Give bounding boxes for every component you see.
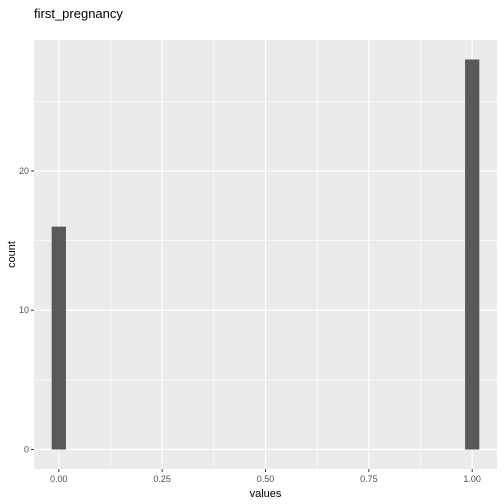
x-tick-label: 0.25 <box>153 474 171 484</box>
bars <box>51 59 480 450</box>
y-tick-label: 0 <box>24 445 29 455</box>
x-tick-label: 0.00 <box>50 474 68 484</box>
x-tick-label: 1.00 <box>463 474 481 484</box>
y-axis-title: count <box>6 241 18 268</box>
chart-title: first_pregnancy <box>34 6 123 21</box>
major-gridlines <box>34 40 497 469</box>
bar <box>465 59 480 450</box>
y-axis-ticks: 0 10 20 <box>19 166 34 455</box>
x-axis-title: values <box>250 488 282 500</box>
x-tick-label: 0.50 <box>257 474 275 484</box>
y-tick-label: 10 <box>19 305 29 315</box>
bar <box>51 226 66 450</box>
x-tick-label: 0.75 <box>360 474 378 484</box>
x-axis-ticks: 0.00 0.25 0.50 0.75 1.00 <box>50 469 481 484</box>
y-tick-label: 20 <box>19 166 29 176</box>
